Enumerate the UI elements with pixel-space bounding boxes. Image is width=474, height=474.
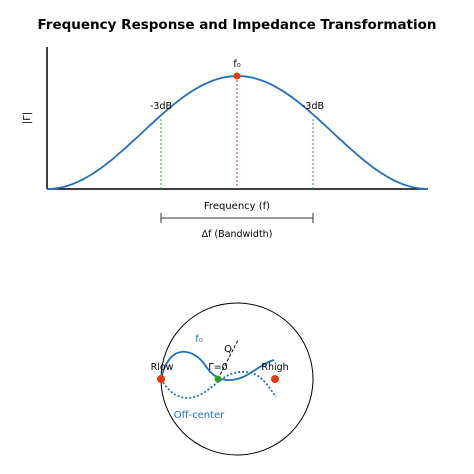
x-axis-label: Frequency (f) (204, 201, 270, 212)
y-axis-label: |Γ| (22, 112, 33, 124)
gamma-zero-label: Γ=0 (208, 362, 227, 373)
off-center-label: Off-center (174, 410, 225, 421)
center-frequency-point (233, 72, 241, 80)
smith-chart-diagram: Rlow Rhigh Γ=0 Q f₀ Off-center (151, 302, 314, 456)
rlow-label: Rlow (151, 362, 174, 373)
f0-path-label: f₀ (195, 334, 203, 345)
center-frequency-label: f₀ (233, 59, 241, 70)
q-label: Q (224, 344, 232, 355)
rhigh-label: Rhigh (261, 362, 288, 373)
figure-title: Frequency Response and Impedance Transfo… (37, 17, 436, 33)
left-3db-label: -3dB (150, 101, 172, 112)
centered-transformation-path (160, 350, 275, 381)
right-3db-label: -3dB (302, 101, 324, 112)
off-center-transformation-path (160, 370, 277, 399)
bandwidth-bracket (160, 213, 314, 223)
gamma-zero-point (214, 375, 222, 383)
bandwidth-label: Δf (Bandwidth) (202, 229, 273, 240)
frequency-response-plot: |Γ| Frequency (f) f₀ -3dB -3dB Δf (Bandw… (22, 47, 429, 240)
rhigh-point (271, 375, 279, 383)
rlow-point (157, 375, 165, 383)
q-line (217, 339, 239, 380)
